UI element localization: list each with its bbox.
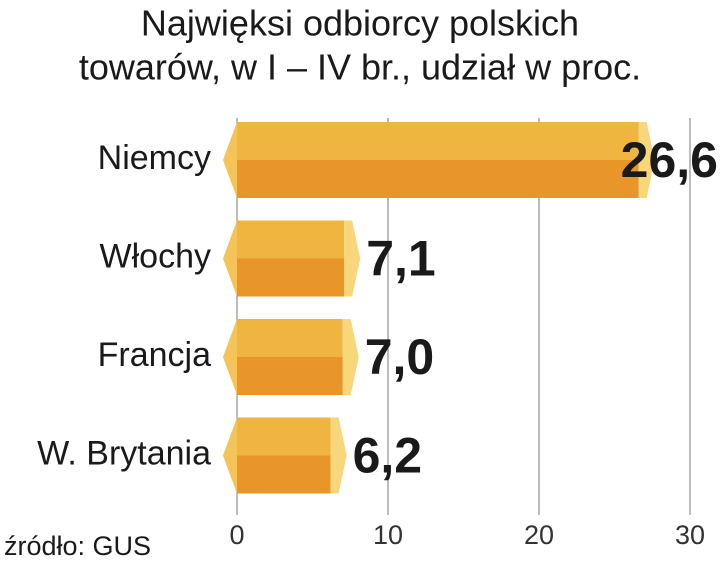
bar-cap: [330, 417, 347, 494]
bar-cap: [638, 122, 655, 198]
x-tick-label: 20: [524, 520, 554, 550]
value-label: 7,1: [366, 231, 436, 287]
bar-shade: [237, 455, 331, 494]
category-label: Niemcy: [98, 139, 211, 177]
x-tick-label: 30: [675, 520, 705, 550]
bar-cap: [342, 319, 359, 395]
bar-shade: [237, 160, 639, 198]
bar-tip: [223, 220, 237, 297]
category-label: W. Brytania: [37, 434, 211, 472]
category-label: Francja: [98, 336, 211, 374]
value-label: 26,6: [621, 132, 718, 188]
bar-tip: [223, 417, 237, 494]
x-tick-label: 10: [373, 520, 403, 550]
category-label: Włochy: [100, 237, 211, 275]
chart-title: Najwięksi odbiorcy polskich: [141, 3, 579, 44]
value-label: 6,2: [353, 428, 423, 484]
bar-cap: [344, 220, 361, 297]
bar-tip: [223, 319, 237, 395]
bar-shade: [237, 258, 345, 297]
x-tick-label: 0: [229, 520, 244, 550]
bar-tip: [223, 122, 237, 198]
source: źródło: GUS: [4, 531, 151, 561]
chart-title: towarów, w I – IV br., udział w proc.: [79, 47, 641, 88]
value-label: 7,0: [365, 329, 435, 385]
bar-shade: [237, 357, 343, 395]
